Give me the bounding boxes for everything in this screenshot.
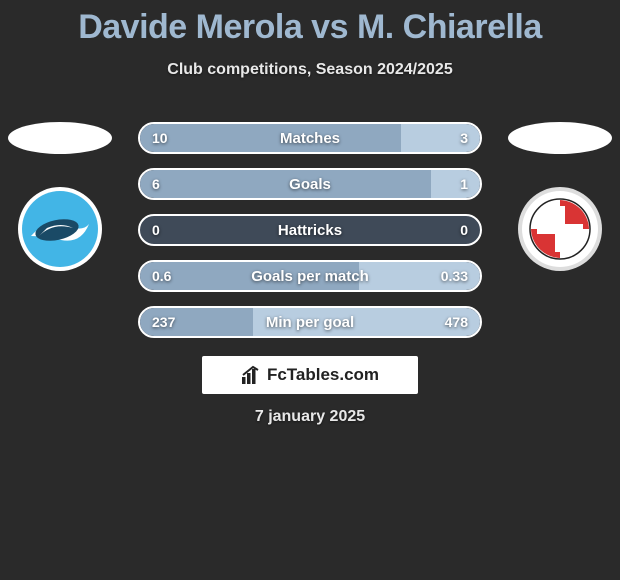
- stat-label: Min per goal: [140, 314, 480, 331]
- branding-box: FcTables.com: [202, 356, 418, 394]
- stat-row: 00Hattricks: [138, 214, 482, 246]
- comparison-infographic: Davide Merola vs M. Chiarella Club compe…: [0, 0, 620, 580]
- left-club-badge: [17, 186, 103, 272]
- subtitle: Club competitions, Season 2024/2025: [0, 61, 620, 79]
- branding-text: FcTables.com: [267, 365, 379, 385]
- left-club-name: [8, 122, 112, 154]
- footer-date: 7 january 2025: [0, 408, 620, 426]
- stat-row: 237478Min per goal: [138, 306, 482, 338]
- stat-label: Goals per match: [140, 268, 480, 285]
- stat-row: 0.60.33Goals per match: [138, 260, 482, 292]
- stat-label: Matches: [140, 130, 480, 147]
- left-club: [8, 122, 112, 272]
- chart-icon: [241, 365, 263, 385]
- right-club: [508, 122, 612, 272]
- right-club-badge: [517, 186, 603, 272]
- page-title: Davide Merola vs M. Chiarella: [0, 0, 620, 47]
- stat-bars: 103Matches 61Goals 00Hattricks 0.60.33Goals…: [138, 122, 482, 338]
- stat-row: 61Goals: [138, 168, 482, 200]
- stat-label: Hattricks: [140, 222, 480, 239]
- right-club-name: [508, 122, 612, 154]
- stat-row: 103Matches: [138, 122, 482, 154]
- stat-label: Goals: [140, 176, 480, 193]
